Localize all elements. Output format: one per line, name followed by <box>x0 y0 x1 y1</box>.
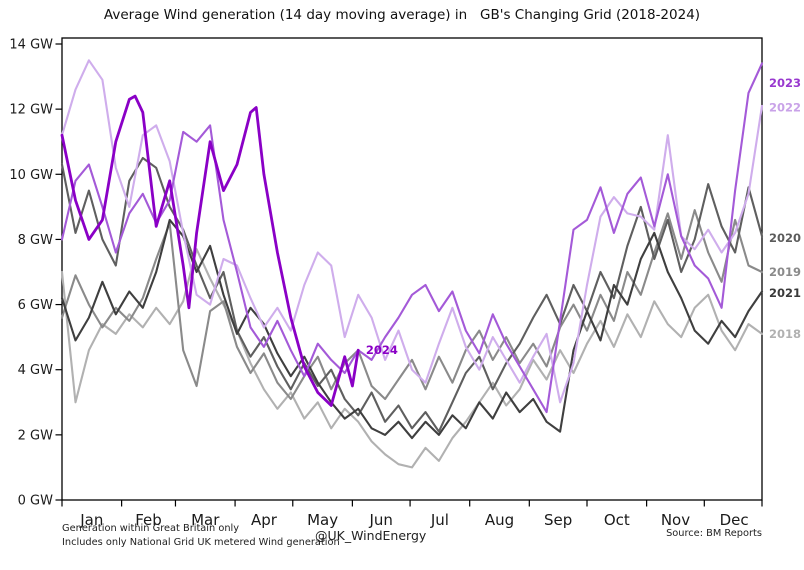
source-credit: Source: BM Reports <box>666 528 762 539</box>
year-label-2022: 2022 <box>769 101 801 115</box>
y-tick-label-10: 10 GW <box>9 168 53 183</box>
series-line-2022 <box>60 59 764 404</box>
y-tick-label-14: 14 GW <box>9 38 53 53</box>
month-label-may: May <box>307 511 338 529</box>
year-label-2023: 2023 <box>769 76 801 90</box>
month-label-mar: Mar <box>191 511 220 529</box>
month-label-oct: Oct <box>604 511 630 529</box>
y-tick-label-2: 2 GW <box>18 428 53 443</box>
month-label-jun: Jun <box>369 511 393 529</box>
month-label-jul: Jul <box>430 511 449 529</box>
series-line-2019 <box>60 209 764 401</box>
month-label-apr: Apr <box>251 511 278 529</box>
series-line-2024 <box>60 94 360 407</box>
year-label-2019: 2019 <box>769 265 801 279</box>
twitter-handle: @UK_WindEnergy <box>315 528 427 543</box>
series-line-2023 <box>60 62 764 414</box>
month-label-nov: Nov <box>661 511 690 529</box>
inline-year-label-2024: 2024 <box>366 343 398 357</box>
month-label-dec: Dec <box>720 511 749 529</box>
month-label-sep: Sep <box>544 511 572 529</box>
y-tick-label-6: 6 GW <box>18 298 53 313</box>
y-tick-label-8: 8 GW <box>18 233 53 248</box>
footnote-line-1: Generation within Great Britain only <box>62 523 240 534</box>
month-label-aug: Aug <box>485 511 514 529</box>
footnote-line-2: Includes only National Grid UK metered W… <box>62 537 340 548</box>
chart-title: Average Wind generation (14 day moving a… <box>103 7 701 23</box>
month-label-jan: Jan <box>79 511 103 529</box>
year-label-2021: 2021 <box>769 286 801 300</box>
y-tick-label-4: 4 GW <box>18 363 53 378</box>
series-line-2018 <box>60 248 764 469</box>
y-tick-label-12: 12 GW <box>9 103 53 118</box>
plot-border <box>61 37 763 501</box>
month-label-feb: Feb <box>135 511 162 529</box>
y-tick-label-0: 0 GW <box>18 494 53 509</box>
year-label-2020: 2020 <box>769 231 801 245</box>
year-label-2018: 2018 <box>769 327 801 341</box>
series-line-2020 <box>60 156 764 433</box>
